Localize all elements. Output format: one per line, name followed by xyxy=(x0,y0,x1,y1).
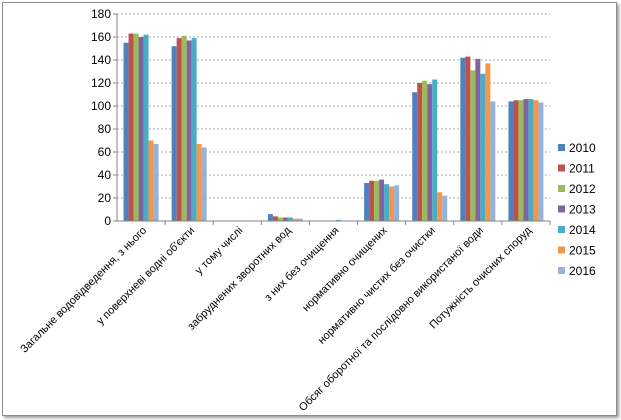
bar xyxy=(528,99,534,221)
bar xyxy=(508,101,514,221)
bar xyxy=(374,180,380,221)
y-tick-label: 140 xyxy=(91,53,111,67)
y-tick-labels: 0 20 40 60 80 100 120 140 160 180 xyxy=(91,7,111,228)
legend-label: 2016 xyxy=(569,264,596,278)
bar xyxy=(143,34,149,222)
legend-label: 2010 xyxy=(569,141,596,155)
legend-label: 2013 xyxy=(569,203,596,217)
x-tick-label: Потужність очисних споруд xyxy=(427,224,534,331)
bar xyxy=(412,92,418,221)
legend-swatch xyxy=(558,267,565,274)
legend-label: 2014 xyxy=(569,223,596,237)
bar xyxy=(442,195,448,221)
x-tick-label: Обсяг оборотної та послідовно використан… xyxy=(297,225,486,414)
bar xyxy=(369,180,375,221)
x-tick-label: нормативно очищених xyxy=(300,224,390,314)
bar xyxy=(490,101,496,221)
bar xyxy=(394,185,400,221)
y-tick-label: 60 xyxy=(98,145,112,159)
bar xyxy=(176,38,182,222)
bar xyxy=(128,33,134,221)
bar xyxy=(336,219,341,221)
y-tick-label: 20 xyxy=(98,191,112,205)
bar xyxy=(364,183,370,221)
bar xyxy=(513,100,519,221)
bar xyxy=(191,38,197,222)
legend-label: 2015 xyxy=(569,244,596,258)
y-tick-label: 0 xyxy=(104,214,111,228)
bar xyxy=(485,63,491,222)
bar xyxy=(417,83,423,221)
bar xyxy=(196,143,202,221)
y-tick-label: 120 xyxy=(91,76,111,90)
bars xyxy=(123,33,544,222)
bar xyxy=(201,147,207,221)
bar xyxy=(475,58,481,221)
legend-swatch xyxy=(558,164,565,172)
bar xyxy=(523,99,529,221)
bar xyxy=(153,143,159,221)
x-tick-label: у тому числі xyxy=(193,225,245,277)
bar xyxy=(267,214,273,221)
bar xyxy=(133,33,139,221)
bar xyxy=(148,140,154,221)
x-tick-label: забруднених зворотних вод xyxy=(186,224,294,332)
bar xyxy=(287,217,293,221)
axes xyxy=(113,13,551,225)
bar xyxy=(272,216,278,221)
y-tick-label: 80 xyxy=(98,122,112,136)
legend-swatch xyxy=(558,144,565,151)
bar xyxy=(297,218,303,221)
legend-swatch xyxy=(558,226,565,233)
bar xyxy=(123,42,129,221)
bar xyxy=(437,192,443,221)
bar xyxy=(282,217,288,221)
bar xyxy=(181,35,187,221)
legend: 2010 2011 2012 2013 2014 2015 2016 xyxy=(558,141,596,278)
y-tick-label: 100 xyxy=(91,99,111,113)
x-tick-label: у поверхневі водні об'єкти xyxy=(95,225,198,328)
bar xyxy=(470,70,476,221)
bar xyxy=(422,80,428,221)
bar xyxy=(384,184,390,221)
bar xyxy=(379,179,385,221)
bar xyxy=(171,46,177,222)
bar xyxy=(465,56,471,221)
legend-label: 2011 xyxy=(569,162,595,176)
y-tick-label: 40 xyxy=(98,168,112,182)
bar xyxy=(480,73,486,221)
bar xyxy=(427,84,433,222)
bar xyxy=(533,100,539,221)
bar xyxy=(432,79,438,221)
y-tick-label: 160 xyxy=(91,30,111,44)
legend-swatch xyxy=(558,185,565,192)
bar xyxy=(186,40,192,222)
bar xyxy=(460,57,466,222)
bar xyxy=(292,218,298,221)
legend-label: 2012 xyxy=(569,182,596,196)
bar xyxy=(389,186,395,221)
bar xyxy=(277,217,283,221)
bar xyxy=(518,100,524,221)
legend-swatch xyxy=(558,205,565,213)
bar xyxy=(138,37,144,221)
y-tick-label: 180 xyxy=(91,7,111,21)
bar xyxy=(538,102,544,221)
legend-swatch xyxy=(558,246,565,254)
